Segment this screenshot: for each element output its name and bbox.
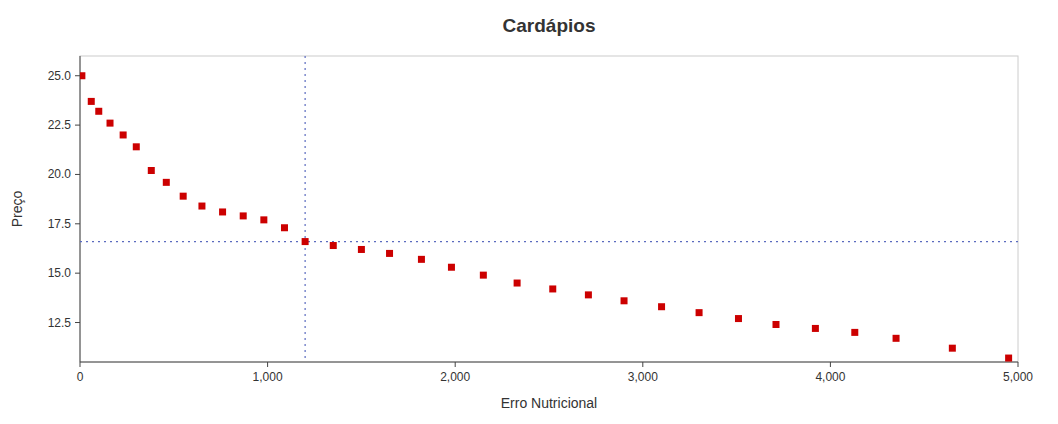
chart-container: 0 1,000 2,000 3,000 4,000 5,000 12.5 15.0 17.5 20… xyxy=(0,0,1058,424)
y-axis-line xyxy=(80,56,81,362)
chart-title: Cardápios xyxy=(503,15,596,36)
y-tick-label: 20.0 xyxy=(48,167,72,181)
scatter-point xyxy=(621,297,628,304)
y-tick xyxy=(75,174,80,175)
x-tick xyxy=(267,362,268,367)
scatter-point xyxy=(851,329,858,336)
crosshair-horizontal xyxy=(80,241,1018,242)
scatter-point xyxy=(148,167,155,174)
scatter-point xyxy=(812,325,819,332)
scatter-point xyxy=(735,315,742,322)
scatter-point xyxy=(330,242,337,249)
y-axis-label: Preço xyxy=(9,191,25,228)
scatter-point xyxy=(1005,355,1012,362)
scatter-point xyxy=(180,193,187,200)
y-tick xyxy=(75,322,80,323)
scatter-point xyxy=(658,303,665,310)
y-tick xyxy=(75,273,80,274)
scatter-point xyxy=(585,291,592,298)
scatter-point xyxy=(240,212,247,219)
scatter-point xyxy=(549,285,556,292)
scatter-point xyxy=(281,224,288,231)
scatter-point xyxy=(480,272,487,279)
scatter-point xyxy=(696,309,703,316)
scatter-point xyxy=(219,208,226,215)
plot-area xyxy=(80,56,1018,362)
y-tick-label: 12.5 xyxy=(48,316,72,330)
scatter-point xyxy=(120,131,127,138)
y-tick-label: 17.5 xyxy=(48,217,72,231)
scatter-point xyxy=(448,264,455,271)
x-tick-label: 1,000 xyxy=(253,370,283,384)
x-tick xyxy=(80,362,81,367)
scatter-point xyxy=(95,108,102,115)
scatter-point xyxy=(198,203,205,210)
y-tick xyxy=(75,223,80,224)
scatter-point xyxy=(302,238,309,245)
scatter-point xyxy=(893,335,900,342)
x-tick-label: 4,000 xyxy=(815,370,845,384)
chart-svg: 0 1,000 2,000 3,000 4,000 5,000 12.5 15.0 17.5 20… xyxy=(0,0,1058,424)
scatter-point xyxy=(949,345,956,352)
x-tick-label: 5,000 xyxy=(1003,370,1033,384)
scatter-point xyxy=(107,120,114,127)
x-axis-line xyxy=(80,362,1018,363)
x-tick xyxy=(455,362,456,367)
scatter-point xyxy=(163,179,170,186)
y-tick xyxy=(75,125,80,126)
x-tick xyxy=(642,362,643,367)
plot-frame xyxy=(80,56,1018,362)
y-tick-label: 25.0 xyxy=(48,69,72,83)
x-tick xyxy=(1018,362,1019,367)
scatter-point xyxy=(386,250,393,257)
x-axis-label: Erro Nutricional xyxy=(501,395,597,411)
x-tick xyxy=(830,362,831,367)
x-tick-label: 3,000 xyxy=(628,370,658,384)
y-tick xyxy=(75,75,80,76)
x-tick-label: 0 xyxy=(77,370,84,384)
scatter-point xyxy=(260,216,267,223)
scatter-point xyxy=(133,143,140,150)
y-axis: 12.5 15.0 17.5 20.0 22.5 25.0 xyxy=(48,69,80,330)
y-tick-label: 15.0 xyxy=(48,266,72,280)
scatter-point xyxy=(358,246,365,253)
scatter-point xyxy=(88,98,95,105)
x-tick-label: 2,000 xyxy=(440,370,470,384)
crosshair-vertical xyxy=(305,56,306,362)
y-tick-label: 22.5 xyxy=(48,118,72,132)
x-axis: 0 1,000 2,000 3,000 4,000 5,000 xyxy=(77,362,1034,384)
scatter-point xyxy=(418,256,425,263)
scatter-point xyxy=(80,72,85,79)
scatter-point xyxy=(514,280,521,287)
scatter-point xyxy=(772,321,779,328)
